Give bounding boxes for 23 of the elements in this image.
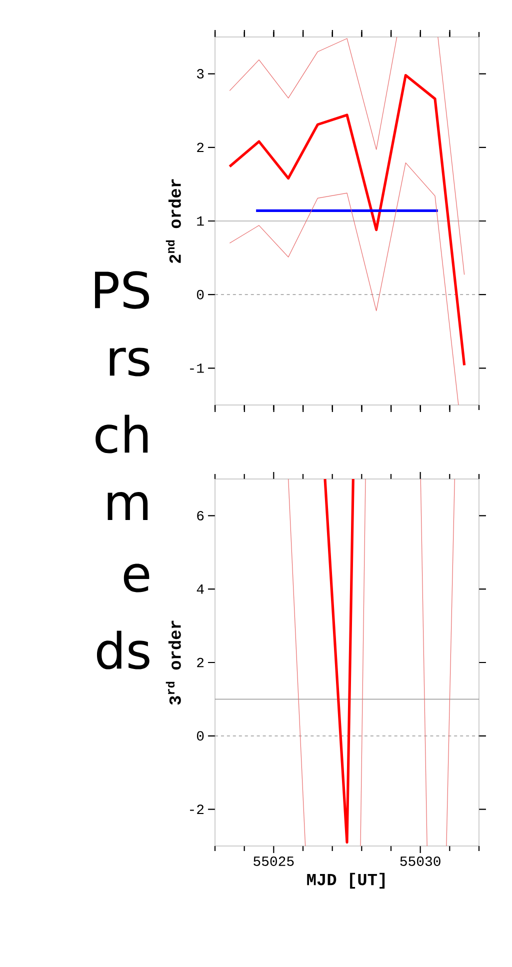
y-axis-title: 3$^{rd}$ order — [166, 620, 181, 705]
text: ch — [96, 414, 148, 454]
x-tick-label: 55030 — [400, 856, 440, 866]
line-series — [228, 74, 466, 367]
text: e — [124, 564, 150, 592]
y-tick-label: 3 — [197, 69, 204, 79]
y-tick-label: -2 — [190, 804, 204, 814]
y-tick-label: 6 — [197, 510, 204, 520]
text: rs — [110, 348, 150, 376]
y-tick-label: 2 — [197, 142, 204, 152]
x-axis-title: MJD [UT] — [307, 872, 385, 889]
y-tick-label: 0 — [196, 731, 204, 741]
y-tick-label: 4 — [196, 584, 204, 594]
x-tick-label: 55025 — [254, 856, 294, 866]
y-tick-label: 2 — [197, 658, 204, 668]
y-axis-title: 2$^{nd}$ order — [166, 179, 181, 263]
text: m — [108, 492, 148, 520]
y-tick-label: 1 — [197, 216, 204, 226]
text: ds — [96, 630, 150, 670]
y-tick-label: -1 — [190, 364, 204, 373]
y-tick-label: 0 — [196, 290, 204, 300]
text: PS — [95, 271, 150, 309]
line-series — [229, 162, 459, 405]
